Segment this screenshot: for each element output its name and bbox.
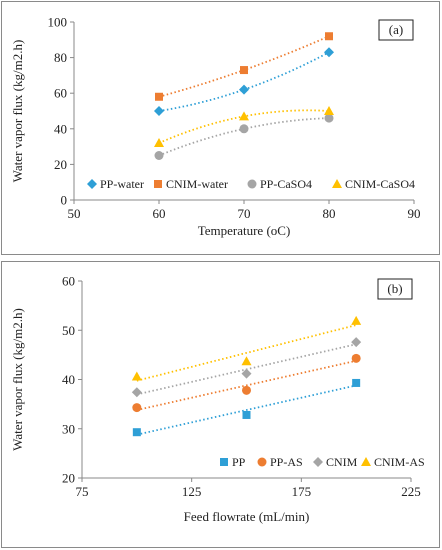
chart-b-legend-label: PP [232,455,246,469]
chart-b-series-pp [132,378,361,437]
chart-b-data-point [351,337,362,348]
chart-a-y-axis-title: Water vapor flux (kg/m2.h) [10,40,25,183]
chart-a-legend-marker [154,180,162,188]
chart-b-x-tick-label: 225 [401,484,421,499]
chart-b-legend-marker [313,457,323,467]
chart-a-data-point [154,138,164,148]
chart-b-data-point [131,387,142,398]
chart-b-y-tick-label: 20 [62,471,75,486]
chart-a-data-point [239,84,249,95]
chart-a-legend-label: CNIM-CaSO4 [345,177,415,191]
chart-b-x-tick-label: 125 [182,484,202,499]
chart-a-legend-label: PP-CaSO4 [260,177,312,191]
chart-a-x-tick-label: 60 [153,206,166,221]
chart-b-x-tick-label: 75 [76,484,89,499]
chart-a-legend-marker [247,179,257,189]
chart-a-data-point [154,151,164,160]
chart-b-y-tick-label: 60 [62,274,75,289]
chart-b-data-point [352,378,361,387]
chart-b-data-point [241,368,252,379]
chart-b-data-point [241,356,252,366]
chart-b-x-axis-title: Feed flowrate (mL/min) [184,509,310,524]
chart-b-y-tick-label: 30 [62,421,75,436]
chart-b-y-axis-title: Water vapor flux (kg/m2.h) [10,308,25,451]
chart-b-data-point [351,353,361,363]
chart-a-y-tick-label: 40 [54,121,67,136]
chart-a-series-cnim-caso4 [154,106,334,148]
chart-a-y-tick-label: 80 [54,50,67,65]
chart-b-series-pp-as [132,353,361,413]
chart-a-legend-marker [87,179,97,189]
chart-b-trendline [136,384,357,436]
chart-b-data-point [132,403,142,413]
chart-b-legend-label: CNIM-AS [374,455,425,469]
chart-a-y-tick-label: 60 [54,86,67,101]
chart-a-y-tick-label: 0 [61,193,68,208]
chart-b-data-point [351,315,362,325]
chart-b-trendline [136,359,357,411]
chart-a-data-point [239,124,249,134]
chart-a-x-tick-label: 90 [408,206,421,221]
chart-a-legend-marker [332,179,342,188]
chart-a-data-point [240,66,248,75]
chart-b-panel-label-box [377,278,413,300]
chart-a-legend-label: PP-water [100,177,144,191]
chart-a-x-axis-title: Temperature (oC) [198,223,291,238]
chart-b-y-tick-label: 40 [62,372,75,387]
chart-panel-a: 0 20 40 60 80 100 50 60 70 80 90 Temperature (oC) Wa… [1,1,440,255]
chart-a-y-tick-label: 100 [48,15,68,30]
chart-b-legend-marker [257,457,267,467]
chart-a-y-tick-label: 20 [54,157,67,172]
chart-a-panel-label: (a) [389,22,403,37]
chart-a-x-tick-label: 50 [68,206,81,221]
chart-a-panel-label-box [378,19,414,41]
chart-b-panel-label: (b) [387,281,402,296]
chart-b-legend-label: CNIM [326,455,358,469]
chart-a-data-point [324,113,334,123]
chart-panel-b: 20 30 40 50 60 75 125 175 225 Feed flowrate (mL/m… [1,261,440,548]
chart-a-legend-label: CNIM-water [166,177,228,191]
chart-a-series-pp-caso4 [154,113,334,160]
chart-b-data-point [131,371,142,381]
chart-a-data-point [324,47,334,58]
chart-b-data-point [132,428,141,437]
chart-b-data-point [242,385,251,395]
chart-a-data-point [324,106,334,115]
chart-b-data-point [242,410,251,419]
chart-a-x-tick-label: 80 [323,206,336,221]
chart-a-data-point [325,32,333,41]
chart-b-x-tick-label: 175 [292,484,312,499]
chart-b-legend-marker [220,458,228,466]
chart-a-series-cnim-water [155,32,333,101]
chart-a-trendline [158,51,330,112]
chart-a-data-point [155,92,163,101]
chart-b-legend-label: PP-AS [270,455,303,469]
chart-b-y-tick-label: 50 [62,323,75,338]
chart-a-legend: PP-water CNIM-water PP-CaSO4 CNIM-CaSO4 [87,177,415,191]
chart-a-series-pp-water [154,47,334,116]
chart-a-svg: 0 20 40 60 80 100 50 60 70 80 90 Temperature (oC) Wa… [10,15,421,239]
chart-b-legend: PP PP-AS CNIM CNIM-AS [220,455,425,469]
chart-a-data-point [239,111,249,121]
chart-b-series-cnim [131,337,362,398]
chart-b-trendline [136,324,357,382]
chart-a-x-tick-label: 70 [238,206,251,221]
chart-a-trendline [158,117,330,157]
chart-a-data-point [154,106,164,116]
chart-b-legend-marker [361,457,371,466]
chart-b-series-cnim-as [131,315,362,382]
chart-b-svg: 20 30 40 50 60 75 125 175 225 Feed flowrate (mL/m… [10,274,425,525]
